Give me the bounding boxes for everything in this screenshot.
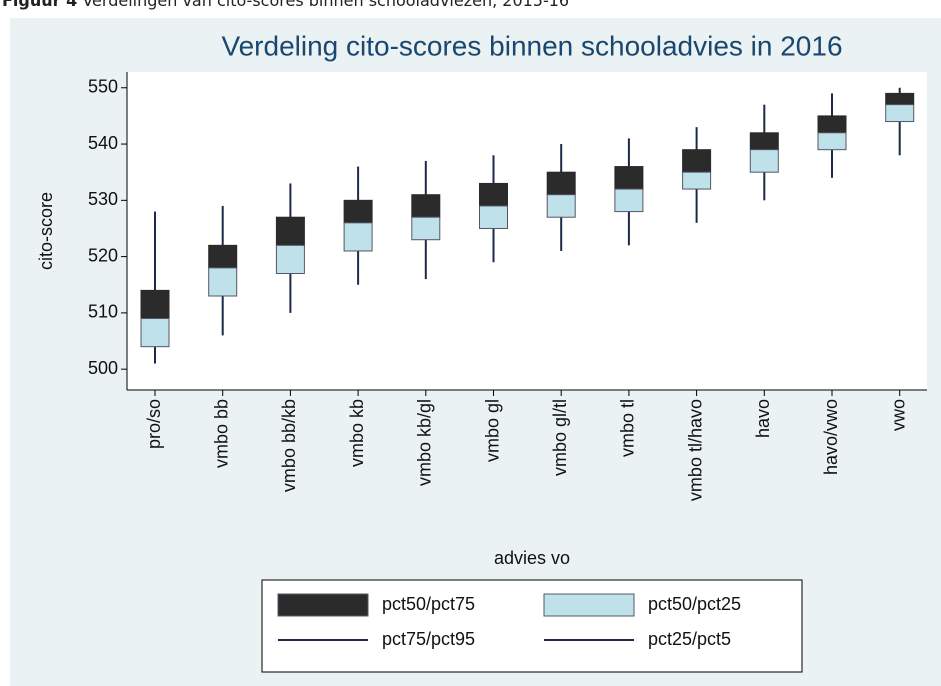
box-lower <box>614 188 644 213</box>
caption: Figuur 4 Verdelingen van cito-scores bin… <box>2 0 569 10</box>
box-upper <box>817 115 847 134</box>
legend-label: pct25/pct5 <box>648 629 731 649</box>
x-tick-label: vmbo gl/tl <box>550 399 570 476</box>
y-tick-label: 540 <box>88 133 118 153</box>
box-upper <box>682 149 712 173</box>
legend-swatch <box>543 593 635 617</box>
x-tick-label: vmbo tl/havo <box>685 399 705 501</box>
legend-label: pct75/pct95 <box>382 629 475 649</box>
y-tick-label: 520 <box>88 245 118 265</box>
y-axis-label: cito-score <box>36 192 56 270</box>
y-tick-label: 550 <box>88 77 118 97</box>
box-lower <box>546 194 576 218</box>
box-lower <box>885 104 915 123</box>
x-axis-label: advies vo <box>494 548 570 568</box>
legend-label: pct50/pct75 <box>382 594 475 614</box>
x-tick-label: havo/vwo <box>821 399 841 475</box>
x-tick-label: vmbo kb <box>347 399 367 467</box>
chart-title: Verdeling cito-scores binnen schooladvie… <box>221 30 842 61</box>
x-tick-label: vmbo tl <box>618 399 638 457</box>
box-lower <box>343 222 373 252</box>
x-tick-label: vmbo bb/kb <box>279 399 299 492</box>
box-lower <box>682 171 712 190</box>
box-upper <box>546 171 576 196</box>
caption-text: Verdelingen van cito-scores binnen schoo… <box>82 0 570 10</box>
legend-swatch <box>277 593 369 617</box>
x-tick-label: vmbo gl <box>482 399 502 462</box>
x-tick-label: vmbo kb/gl <box>415 399 435 486</box>
box-upper <box>208 244 238 269</box>
box-upper <box>343 199 373 224</box>
legend-label: pct50/pct25 <box>648 594 741 614</box>
box-lower <box>479 205 508 229</box>
box-upper <box>885 92 915 106</box>
box-upper <box>275 216 305 246</box>
x-tick-label: vmbo bb <box>211 399 231 468</box>
box-lower <box>411 216 441 241</box>
y-tick-label: 500 <box>88 358 118 378</box>
box-lower <box>208 267 238 297</box>
box-upper <box>614 166 644 190</box>
box-upper <box>140 289 170 320</box>
box-lower <box>140 318 170 348</box>
box-upper <box>479 182 508 207</box>
x-tick-label: pro/so <box>144 399 164 449</box>
x-tick-label: vwo <box>888 399 908 431</box>
caption-label: Figuur 4 <box>2 0 78 10</box>
box-lower <box>749 149 779 173</box>
box-lower <box>817 132 847 151</box>
box-lower <box>275 244 305 274</box>
x-tick-label: havo <box>753 399 773 438</box>
box-upper <box>749 132 779 151</box>
box-upper <box>411 194 441 218</box>
plot-region <box>127 72 927 390</box>
y-tick-label: 530 <box>88 189 118 209</box>
y-tick-label: 510 <box>88 302 118 322</box>
